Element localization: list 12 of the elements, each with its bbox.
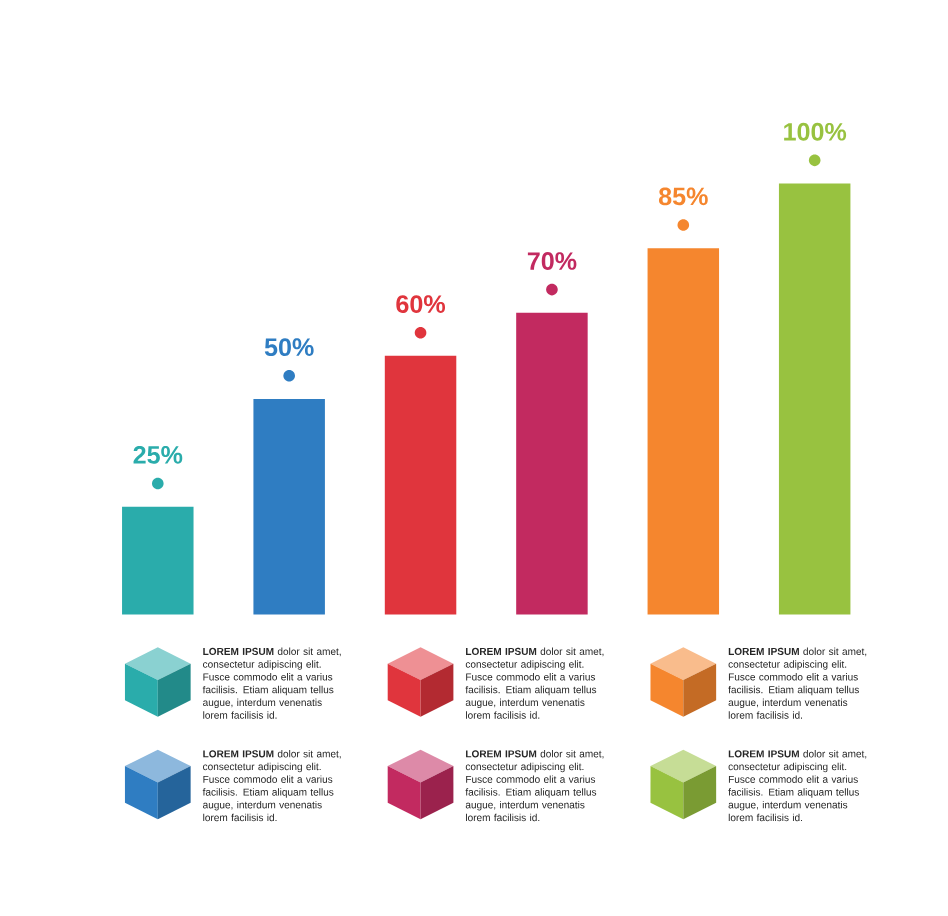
bar [647, 248, 720, 615]
data-label: 100% [784, 122, 847, 141]
data-label: 60% [396, 295, 446, 314]
bar [778, 183, 851, 615]
bar [253, 399, 325, 615]
bar [122, 506, 194, 615]
data-label: 70% [527, 252, 577, 270]
bar [384, 355, 457, 615]
data-label: 50% [264, 338, 314, 357]
data-label: 85% [658, 187, 708, 206]
data-label: 25% [133, 446, 183, 464]
bar [516, 312, 588, 615]
